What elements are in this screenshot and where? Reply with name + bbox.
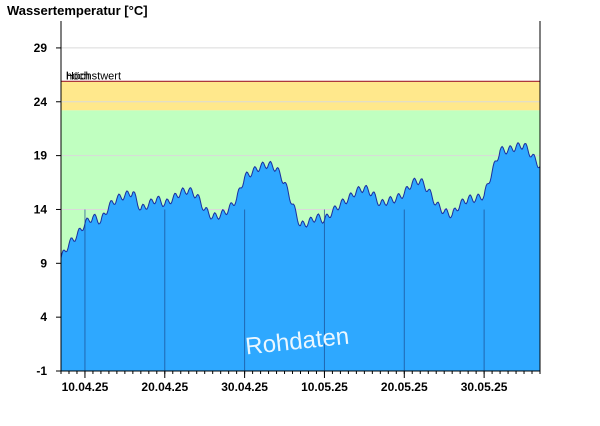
y-tick-label: 29 (34, 41, 48, 55)
y-tick-label: 9 (40, 256, 47, 270)
series-area (61, 142, 540, 371)
x-tick-label: 10.04.25 (62, 380, 109, 394)
x-tick-label: 30.04.25 (221, 380, 268, 394)
y-tick-label: 4 (40, 310, 47, 324)
y-tick-label: 14 (34, 202, 48, 216)
series-line (60, 141, 541, 259)
x-tick-label: 20.05.25 (381, 380, 428, 394)
x-tick-label: 30.05.25 (461, 380, 508, 394)
band-label-hoch: hoch (66, 70, 90, 82)
x-tick-label: 10.05.25 (301, 380, 348, 394)
ticks-layer: -1 4 9 14 19 24 29 10.04.25 20.04.25 30.04.25 10.0… (34, 41, 541, 394)
band-hoch (61, 81, 540, 111)
area-layer (60, 141, 541, 371)
x-tick-label: 20.04.25 (141, 380, 188, 394)
y-tick-label: -1 (36, 364, 47, 378)
threshold-label: Höchstwert (66, 70, 121, 82)
y-tick-label: 24 (34, 95, 48, 109)
y-tick-label: 19 (34, 149, 48, 163)
chart-title: Wassertemperatur [°C] (7, 3, 148, 18)
